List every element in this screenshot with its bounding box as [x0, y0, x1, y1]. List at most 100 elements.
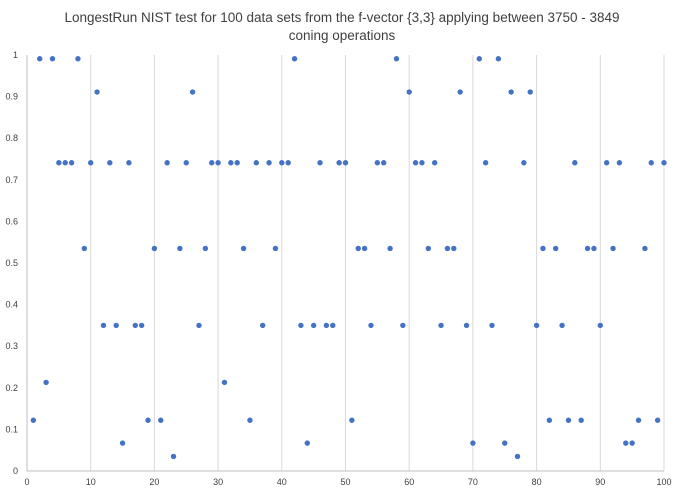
- x-tick-label: 70: [468, 477, 478, 487]
- data-point: [336, 160, 342, 166]
- data-point: [285, 160, 291, 166]
- x-tick-label: 90: [595, 477, 605, 487]
- data-point: [202, 245, 209, 252]
- x-tick-label: 40: [277, 477, 287, 487]
- data-point: [355, 245, 361, 252]
- data-point: [629, 440, 635, 446]
- data-point: [412, 160, 419, 166]
- data-point: [591, 245, 597, 252]
- data-point: [183, 160, 189, 166]
- y-tick-label: 0.7: [5, 175, 18, 185]
- data-point: [457, 89, 463, 95]
- data-point: [521, 160, 527, 166]
- data-point: [145, 417, 151, 423]
- data-point: [572, 160, 578, 166]
- data-point: [298, 322, 304, 329]
- data-point: [240, 245, 247, 252]
- data-point: [623, 440, 629, 446]
- data-point: [310, 322, 317, 329]
- x-tick-label: 60: [404, 477, 414, 487]
- data-point: [470, 440, 476, 446]
- data-point: [68, 160, 75, 166]
- chart-title-line-1: LongestRun NIST test for 100 data sets f…: [64, 10, 620, 25]
- data-point: [81, 245, 88, 252]
- y-tick-label: 0: [13, 466, 18, 476]
- x-tick-label: 50: [340, 477, 350, 487]
- data-point: [113, 322, 119, 329]
- data-point: [266, 160, 272, 166]
- data-point: [616, 160, 623, 166]
- data-point: [43, 379, 49, 386]
- data-point: [610, 245, 616, 252]
- data-point: [533, 322, 540, 329]
- data-point: [304, 440, 310, 446]
- data-point: [642, 245, 648, 252]
- data-point: [49, 56, 56, 62]
- x-tick-label: 100: [656, 477, 671, 487]
- data-point: [62, 160, 68, 166]
- data-point: [502, 440, 508, 446]
- x-tick-label: 10: [86, 477, 96, 487]
- data-point: [419, 160, 425, 166]
- data-point: [495, 56, 502, 62]
- data-point: [368, 322, 374, 329]
- data-point: [393, 56, 400, 62]
- data-point: [279, 160, 285, 166]
- data-point: [400, 322, 406, 329]
- chart-title: LongestRun NIST test for 100 data sets f…: [60, 9, 624, 45]
- data-point: [119, 440, 126, 446]
- data-point: [228, 160, 234, 166]
- data-point: [476, 56, 482, 62]
- data-point: [158, 417, 164, 423]
- data-point: [221, 379, 228, 386]
- data-point: [37, 56, 43, 62]
- data-point: [597, 322, 603, 329]
- data-point: [272, 245, 279, 252]
- data-point: [330, 322, 336, 329]
- x-tick-label: 20: [149, 477, 159, 487]
- x-tick-label: 30: [213, 477, 223, 487]
- data-point: [381, 160, 387, 166]
- data-point: [508, 89, 514, 95]
- data-point: [30, 417, 37, 423]
- data-points: [30, 56, 667, 460]
- data-point: [107, 160, 113, 166]
- data-point: [196, 322, 202, 329]
- data-point: [387, 245, 393, 252]
- data-point: [291, 56, 298, 62]
- y-tick-label: 0.5: [5, 258, 18, 268]
- data-point: [425, 245, 432, 252]
- data-point: [100, 322, 107, 329]
- y-tick-label: 1: [13, 50, 18, 60]
- data-point: [553, 245, 559, 252]
- data-point: [323, 322, 330, 329]
- data-point: [164, 160, 170, 166]
- data-point: [565, 417, 572, 423]
- data-point: [361, 245, 368, 252]
- data-point: [661, 160, 667, 166]
- data-point: [189, 89, 196, 95]
- data-point: [374, 160, 381, 166]
- data-point: [151, 245, 158, 252]
- chart-title-line-2: coning operations: [288, 28, 396, 43]
- data-point: [514, 453, 521, 460]
- data-point: [584, 245, 591, 252]
- y-tick-label: 0.3: [5, 341, 18, 351]
- data-point: [540, 245, 546, 252]
- data-point: [215, 160, 221, 166]
- data-point: [648, 160, 654, 166]
- data-point: [75, 56, 81, 62]
- gridlines: [90, 55, 665, 471]
- x-tick-labels: 0 10 20 30 40 50 60 70 80 90 100: [24, 477, 671, 487]
- y-tick-label: 0.6: [5, 216, 18, 226]
- data-point: [635, 417, 642, 423]
- data-point: [259, 322, 266, 329]
- axes: [26, 55, 664, 472]
- data-point: [463, 322, 470, 329]
- data-point: [56, 160, 62, 166]
- data-point: [94, 89, 100, 95]
- data-point: [317, 160, 323, 166]
- y-tick-labels: 0 0.1 0.2 0.3 0.4 0.5 0.6 0.7 0.8 0.9 1: [5, 50, 18, 476]
- y-tick-label: 0.8: [5, 133, 18, 143]
- y-tick-label: 0.2: [5, 383, 18, 393]
